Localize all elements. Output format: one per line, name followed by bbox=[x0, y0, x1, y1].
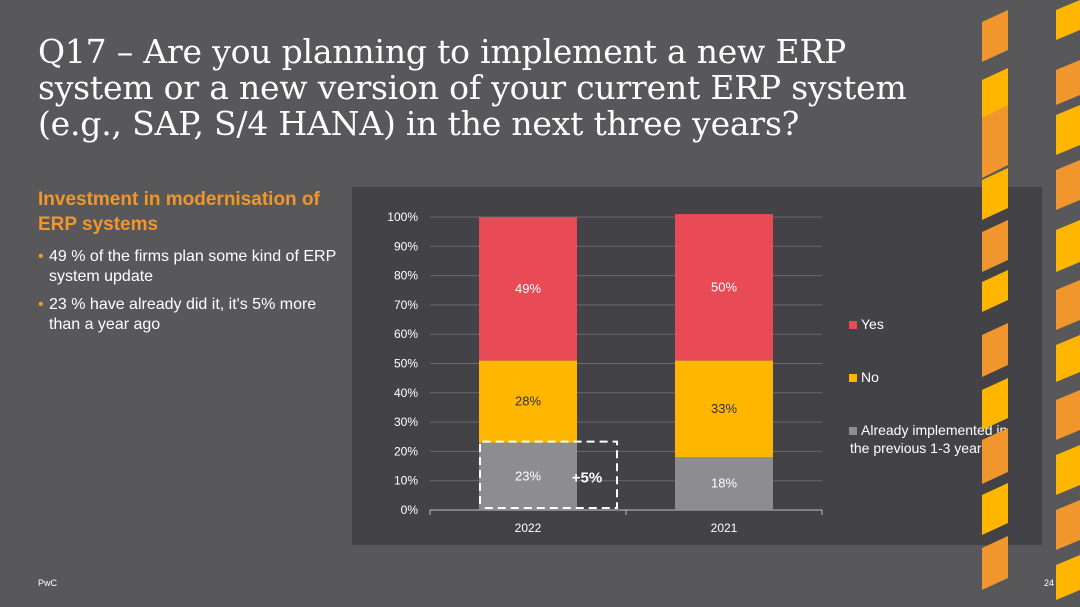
y-tick-label: 70% bbox=[394, 298, 418, 312]
y-tick-label: 0% bbox=[401, 503, 419, 517]
bullet-dot-icon: • bbox=[38, 248, 44, 265]
bullet-text: 49 % of the firms plan some kind of ERP … bbox=[49, 248, 336, 285]
page-number: 24 bbox=[1043, 578, 1054, 588]
bar-segment bbox=[675, 457, 773, 510]
summary-heading: Investment in modernisation of ERP syste… bbox=[38, 189, 320, 235]
legend-swatch bbox=[849, 321, 857, 329]
legend-label-line: Already implemented in bbox=[861, 422, 1007, 438]
data-label: 50% bbox=[711, 279, 737, 294]
bullet-item: • 49 % of the firms plan some kind of ERP… bbox=[38, 247, 338, 287]
legend-label: Yes bbox=[861, 316, 884, 332]
data-label: 18% bbox=[711, 476, 737, 491]
data-label: 23% bbox=[515, 468, 541, 483]
y-tick-label: 80% bbox=[394, 269, 418, 283]
bar-segment bbox=[675, 360, 773, 458]
legend-label-line: the previous 1-3 years bbox=[850, 440, 989, 456]
bullet-item: • 23 % have already did it, it's 5% more … bbox=[38, 295, 338, 335]
decor-shapes bbox=[982, 0, 1080, 600]
data-label: 49% bbox=[515, 281, 541, 296]
y-tick-label: 30% bbox=[394, 415, 418, 429]
chart-panel: 0% 10% 20% 30% 40% 50% 60% 70% 80% 90% 100% 23% 28% 4… bbox=[352, 187, 1042, 545]
bullet-text: 23 % have already did it, it's 5% more t… bbox=[49, 296, 317, 333]
y-tick-label: 50% bbox=[394, 357, 418, 371]
decorative-pattern bbox=[982, 0, 1080, 600]
y-tick-label: 40% bbox=[394, 386, 418, 400]
bar-segment bbox=[479, 217, 577, 361]
bar-segment bbox=[675, 214, 773, 361]
footer-brand: PwC bbox=[38, 578, 58, 588]
bar-segment bbox=[479, 360, 577, 443]
bullet-dot-icon: • bbox=[38, 296, 44, 313]
x-tick-label: 2022 bbox=[515, 521, 542, 535]
y-tick-label: 90% bbox=[394, 239, 418, 253]
legend-swatch bbox=[849, 427, 857, 435]
legend-label: Already implemented in the previous 1-3 y… bbox=[850, 422, 1007, 456]
bar-segment bbox=[479, 442, 577, 510]
data-label: 28% bbox=[515, 394, 541, 409]
stacked-bar-chart: 0% 10% 20% 30% 40% 50% 60% 70% 80% 90% 100% 23% 28% 4… bbox=[387, 210, 1007, 535]
annotation-label: +5% bbox=[572, 470, 602, 487]
legend-swatch bbox=[849, 374, 857, 382]
y-tick-label: 60% bbox=[394, 327, 418, 341]
x-tick-label: 2021 bbox=[711, 521, 738, 535]
slide-title: Q17 – Are you planning to implement a ne… bbox=[38, 32, 907, 143]
data-label: 33% bbox=[711, 401, 737, 416]
y-tick-label: 10% bbox=[394, 474, 418, 488]
y-tick-label: 100% bbox=[387, 210, 418, 224]
summary-bullets: • 49 % of the firms plan some kind of ERP… bbox=[38, 247, 338, 335]
annotation-box bbox=[479, 440, 618, 509]
legend-label: No bbox=[861, 369, 879, 385]
summary-panel: Investment in modernisation of ERP syste… bbox=[38, 187, 338, 343]
y-tick-label: 20% bbox=[394, 444, 418, 458]
